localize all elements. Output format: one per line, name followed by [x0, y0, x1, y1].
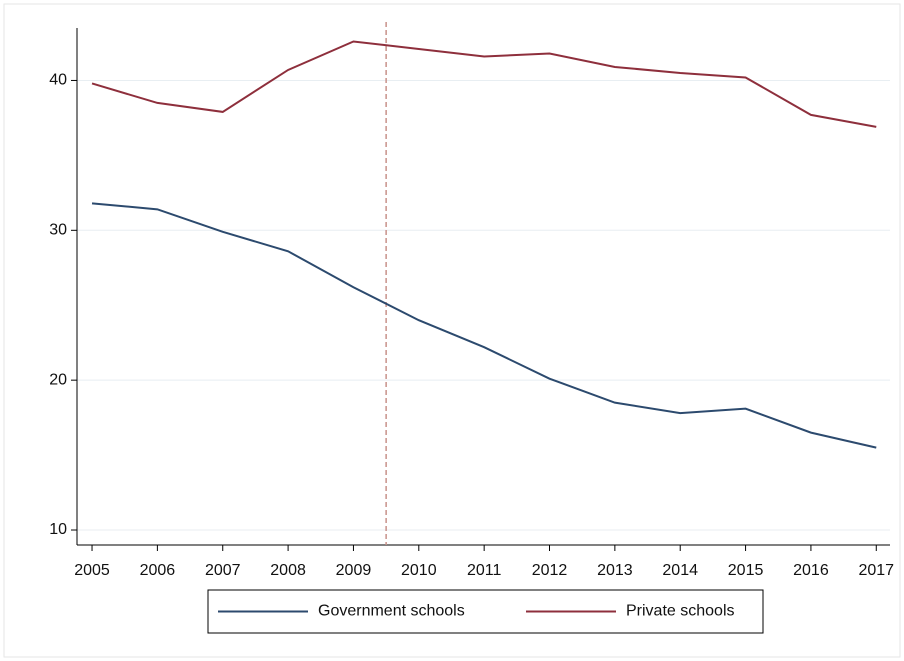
x-tick-label: 2013	[597, 562, 633, 579]
x-tick-label: 2005	[74, 562, 110, 579]
x-tick-label: 2012	[532, 562, 568, 579]
x-tick-label: 2008	[270, 562, 306, 579]
x-tick-label: 2007	[205, 562, 241, 579]
legend-label: Private schools	[626, 603, 735, 620]
x-tick-label: 2016	[793, 562, 829, 579]
x-tick-label: 2009	[336, 562, 372, 579]
x-tick-label: 2010	[401, 562, 437, 579]
x-tick-label: 2015	[728, 562, 764, 579]
x-tick-label: 2014	[662, 562, 698, 579]
y-tick-label: 20	[49, 371, 67, 388]
x-tick-label: 2011	[467, 562, 502, 579]
y-tick-label: 30	[49, 222, 67, 239]
x-tick-label: 2017	[858, 562, 894, 579]
x-tick-label: 2006	[140, 562, 176, 579]
series-line	[91, 202, 877, 449]
legend-label: Government schools	[318, 603, 465, 620]
y-tick-label: 10	[49, 521, 67, 538]
frame	[3, 3, 901, 658]
series-line	[91, 40, 877, 128]
y-tick-label: 40	[49, 72, 67, 89]
